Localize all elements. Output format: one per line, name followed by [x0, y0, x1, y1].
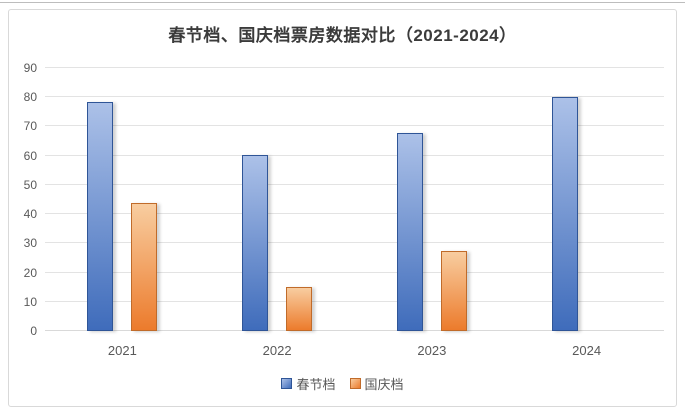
x-axis-label-2022: 2022	[262, 343, 292, 358]
legend-item-国庆档: 国庆档	[349, 374, 404, 393]
chart-frame: 春节档、国庆档票房数据对比（2021-2024） 0 10 20 30 40 50 60 70…	[8, 9, 677, 407]
gridline-80	[45, 96, 664, 98]
gridline-50	[45, 183, 664, 185]
x-axis-label-2021: 2021	[107, 343, 137, 358]
gridline-40	[45, 213, 664, 215]
legend: 春节档 国庆档	[9, 374, 676, 393]
bar-slot-国庆档-2022	[286, 68, 313, 331]
chart-title: 春节档、国庆档票房数据对比（2021-2024）	[168, 26, 517, 45]
bar-春节档-2023	[396, 133, 423, 331]
gridline-90	[45, 67, 664, 68]
plot-area: 0 10 20 30 40 50 60 70 80 90	[24, 61, 664, 338]
bar-slot-国庆档-2021	[131, 68, 158, 331]
y-tick-label-50: 50	[23, 177, 37, 192]
bar-group-2023	[355, 68, 510, 331]
bar-group-2024	[509, 68, 664, 331]
y-tick-label-60: 60	[23, 148, 37, 163]
legend-item-春节档: 春节档	[281, 374, 336, 393]
y-tick-label-80: 80	[23, 90, 37, 105]
top-divider-line	[0, 2, 685, 3]
bar-国庆档-2023	[440, 251, 467, 331]
bar-slot-春节档-2023	[396, 68, 423, 331]
bar-slot-春节档-2021	[87, 68, 114, 331]
x-axis-labels: 2021 2022 2023 2024	[45, 343, 664, 358]
bar-春节档-2021	[87, 101, 114, 331]
y-tick-label-0: 0	[30, 324, 37, 338]
y-tick-label-30: 30	[23, 236, 37, 251]
y-tick-label-90: 90	[23, 61, 37, 75]
bar-group-2021	[45, 68, 200, 331]
x-axis-label-2023: 2023	[417, 343, 447, 358]
legend-label-国庆档: 国庆档	[364, 377, 404, 392]
bar-group-2022	[200, 68, 355, 331]
bars-layer	[45, 68, 664, 331]
gridline-70	[45, 125, 664, 127]
x-axis-label-2024: 2024	[572, 343, 602, 358]
gridline-0	[45, 330, 664, 331]
gridline-20	[45, 271, 664, 273]
bar-春节档-2024	[551, 96, 578, 331]
gridline-30	[45, 242, 664, 244]
y-tick-label-10: 10	[23, 294, 37, 309]
y-tick-label-40: 40	[23, 207, 37, 222]
legend-swatch-icon-春节档	[281, 378, 293, 389]
legend-swatch-icon-国庆档	[349, 378, 361, 389]
bar-国庆档-2022	[286, 287, 313, 331]
bar-slot-春节档-2024	[551, 68, 578, 331]
y-tick-label-70: 70	[23, 119, 37, 134]
bar-国庆档-2021	[131, 202, 158, 331]
bar-春节档-2022	[242, 154, 269, 331]
legend-label-春节档: 春节档	[296, 377, 336, 392]
gridline-10	[45, 300, 664, 302]
y-tick-label-20: 20	[23, 265, 37, 280]
bar-slot-国庆档-2024	[596, 68, 622, 331]
bar-slot-春节档-2022	[242, 68, 269, 331]
bar-slot-国庆档-2023	[440, 68, 467, 331]
gridline-60	[45, 154, 664, 156]
